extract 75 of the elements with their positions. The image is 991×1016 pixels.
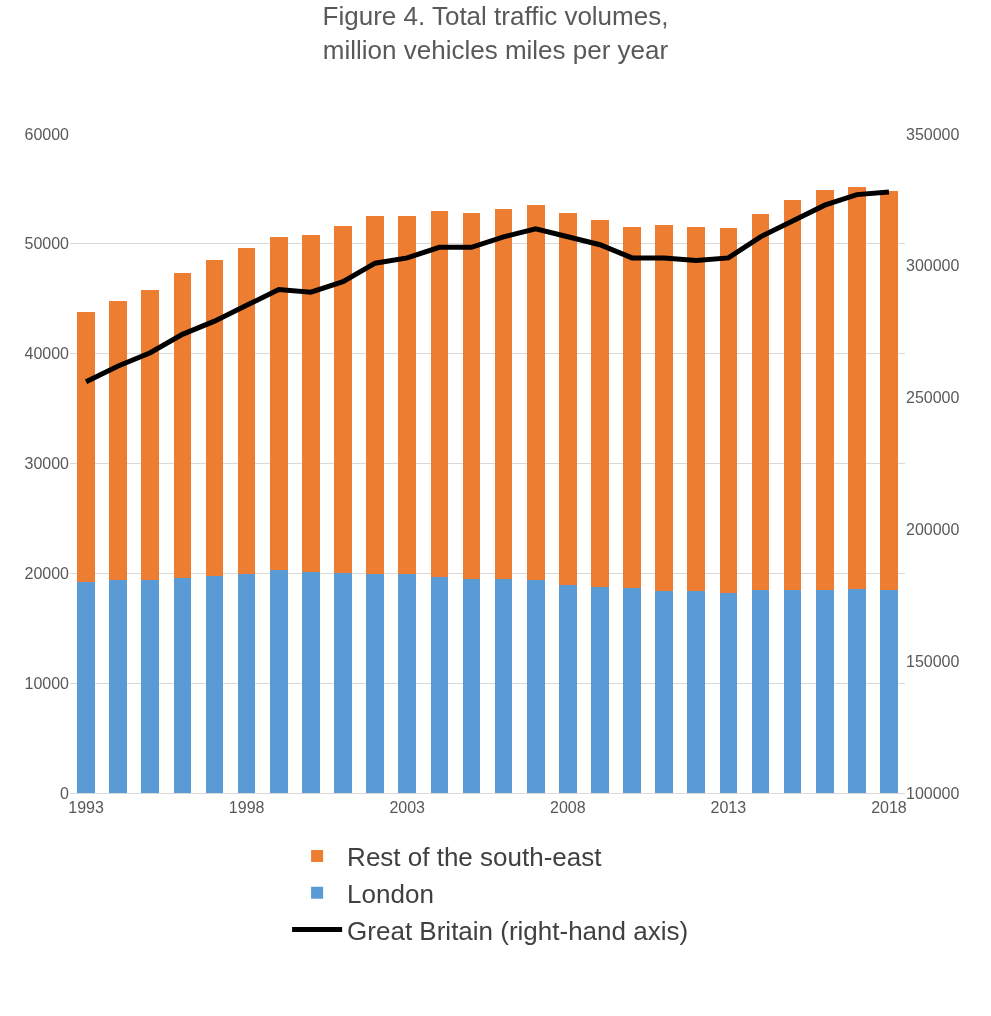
bar <box>591 586 609 793</box>
y2-tick-label: 100000 <box>906 784 960 802</box>
bar <box>494 208 513 579</box>
bar <box>848 588 866 793</box>
y2-tick-label: 300000 <box>906 257 960 275</box>
bar <box>623 227 641 588</box>
bar <box>366 216 384 575</box>
bar <box>430 576 449 793</box>
bar <box>687 590 706 793</box>
bar <box>173 273 192 578</box>
bar <box>719 228 738 594</box>
x-tick-label: 1998 <box>228 799 265 817</box>
bar <box>269 237 288 571</box>
bar <box>302 572 320 793</box>
y2-tick-label: 250000 <box>906 389 960 407</box>
bar <box>687 227 706 591</box>
bar <box>719 593 738 793</box>
legend-label: Great Britain (right-hand axis) <box>347 915 689 946</box>
bar <box>430 210 449 577</box>
x-tick-label: 1993 <box>68 799 104 817</box>
bar <box>366 574 384 793</box>
bar <box>462 578 481 793</box>
bar <box>623 587 641 793</box>
bar <box>815 589 834 793</box>
bar <box>751 589 770 793</box>
bar <box>173 577 192 793</box>
bar <box>398 574 417 793</box>
bar <box>558 585 577 793</box>
bar <box>783 589 802 793</box>
bar <box>494 578 513 793</box>
bar <box>141 289 160 580</box>
bar <box>655 225 673 591</box>
y2-tick-label: 200000 <box>906 521 960 538</box>
legend-label: Rest of the south-east <box>347 842 603 873</box>
bar <box>655 590 673 793</box>
bar <box>205 260 224 576</box>
y-tick-label: 30000 <box>24 455 70 473</box>
y-tick-label: 60000 <box>24 125 70 143</box>
bar <box>237 248 256 575</box>
bar <box>77 311 95 583</box>
y-tick-label: 10000 <box>24 674 70 692</box>
y2-tick-label: 350000 <box>906 125 960 143</box>
bar <box>462 213 481 579</box>
bar <box>77 582 95 793</box>
y2-tick-label: 150000 <box>906 652 960 670</box>
x-tick-label: 2013 <box>710 799 747 817</box>
bar <box>591 219 609 587</box>
chart-title: Figure 4. Total traffic volumes, million vehicles miles per year <box>322 1 669 66</box>
bar <box>783 199 802 590</box>
bar <box>880 191 898 590</box>
bar <box>334 226 352 574</box>
y-tick-label: 50000 <box>24 235 70 253</box>
x-tick-label: 2003 <box>389 799 426 817</box>
bar <box>848 186 866 589</box>
bar <box>109 300 127 580</box>
bar <box>880 589 898 793</box>
bar <box>526 579 545 793</box>
bar <box>334 573 352 793</box>
bar <box>109 579 127 793</box>
bar <box>141 579 160 793</box>
x-tick-label: 2018 <box>871 799 907 817</box>
bar <box>398 216 417 575</box>
bar <box>815 190 834 590</box>
bar <box>526 205 545 580</box>
bar <box>269 570 288 793</box>
bar <box>558 213 577 586</box>
y-tick-label: 0 <box>60 784 70 802</box>
bar <box>205 575 224 793</box>
legend-label: London <box>347 878 434 909</box>
x-tick-label: 2008 <box>549 799 586 817</box>
bar <box>237 574 256 793</box>
bar <box>302 235 320 573</box>
y-tick-label: 20000 <box>24 564 70 582</box>
y-tick-label: 40000 <box>24 345 70 363</box>
bar <box>751 214 770 590</box>
